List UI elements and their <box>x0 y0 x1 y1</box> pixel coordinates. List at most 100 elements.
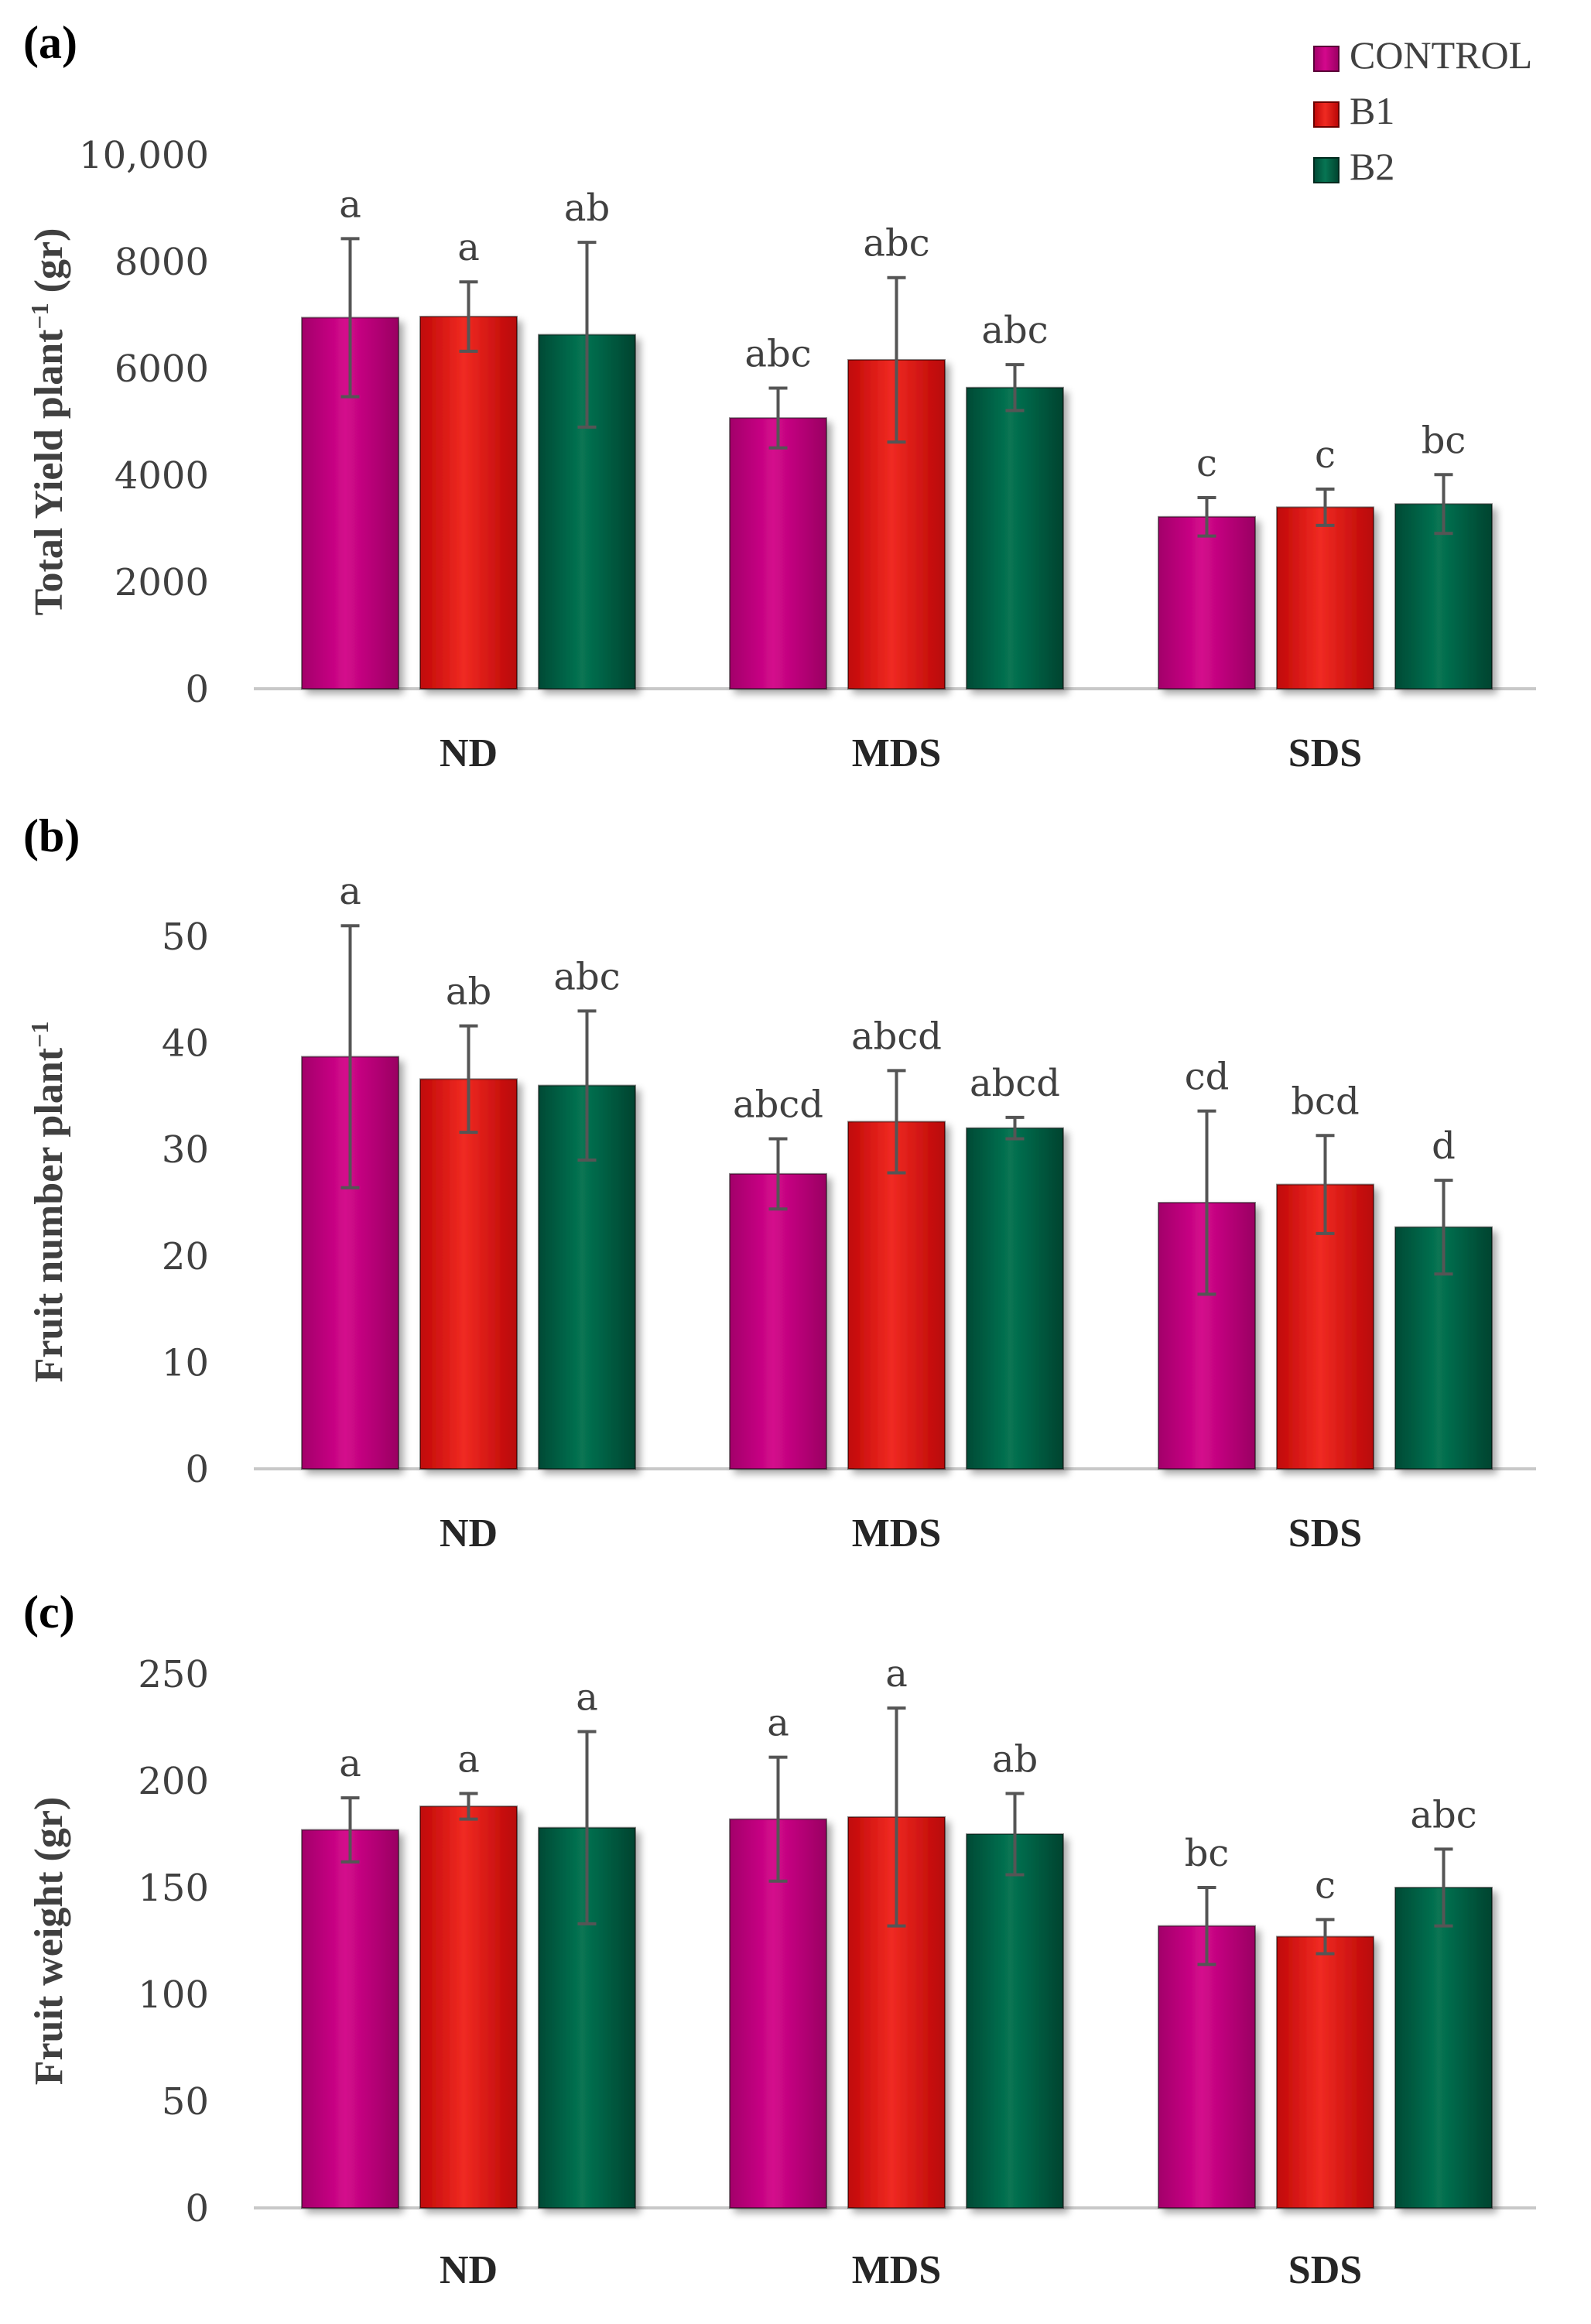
legend-item-b1: B1 <box>1313 89 1394 132</box>
category-label-mds: MDS <box>852 2248 942 2292</box>
bar-mds-b2 <box>966 1833 1064 2209</box>
significance-letter-sds-control: cd <box>1185 1056 1230 1099</box>
legend-label-control: CONTROL <box>1350 33 1532 77</box>
significance-letter-nd-b2: abc <box>553 955 620 998</box>
error-bar-mds-b1 <box>887 276 906 444</box>
error-bar-mds-b1 <box>887 1069 906 1175</box>
significance-letter-mds-b2: abcd <box>970 1062 1060 1105</box>
significance-letter-sds-b1: c <box>1315 433 1336 477</box>
y-tick-label: 250 <box>138 1653 209 1696</box>
category-label-sds: SDS <box>1288 1511 1362 1556</box>
error-bar-nd-b2 <box>577 241 597 429</box>
error-bar-nd-b1 <box>459 280 478 353</box>
significance-letter-sds-control: c <box>1196 442 1217 485</box>
y-tick-label: 200 <box>138 1760 209 1803</box>
error-bar-mds-b1 <box>887 1706 906 1928</box>
significance-letter-sds-b2: bc <box>1422 419 1466 462</box>
bar-nd-b1 <box>419 1805 518 2209</box>
significance-letter-nd-control: a <box>339 870 361 913</box>
legend-swatch-control <box>1313 46 1340 72</box>
error-bar-nd-b1 <box>459 1024 478 1135</box>
chart-panel-1: (a) 0 2000 4000 6000 8000 10,000 Total Yield pl… <box>23 17 1536 775</box>
legend-swatch-b2 <box>1313 157 1340 183</box>
chart-panel-2: (b) 0 10 20 30 40 50 Fruit number plant−1 a ab abc… <box>23 810 1536 1556</box>
y-tick-label: 0 <box>185 1448 209 1491</box>
y-tick-label: 0 <box>185 2187 209 2230</box>
bar-nd-b2 <box>538 1084 636 1470</box>
significance-letter-nd-b1: ab <box>446 970 491 1014</box>
bar-sds-control <box>1158 515 1256 690</box>
bar-sds-b1 <box>1276 1936 1374 2209</box>
y-axis-label: Fruit number plant−1 <box>26 1022 71 1383</box>
error-bar-mds-b2 <box>1005 1115 1025 1141</box>
significance-letter-nd-control: a <box>339 1742 361 1785</box>
error-bar-sds-b2 <box>1434 1179 1453 1276</box>
bar-nd-control <box>301 1829 399 2209</box>
significance-letter-mds-b1: abcd <box>851 1015 942 1058</box>
significance-letter-mds-b1: abc <box>863 222 929 265</box>
y-tick-label: 40 <box>162 1022 209 1066</box>
bar-mds-control <box>729 1172 827 1470</box>
error-bar-nd-b2 <box>577 1009 597 1162</box>
significance-letter-sds-b1: bcd <box>1291 1080 1359 1123</box>
y-tick-label: 2000 <box>115 561 209 604</box>
error-bar-nd-control <box>340 1796 360 1864</box>
y-tick-label: 50 <box>162 2080 209 2124</box>
bar-nd-b1 <box>419 316 518 690</box>
bar-sds-control <box>1158 1925 1256 2209</box>
error-bar-mds-control <box>768 386 788 450</box>
y-tick-label: 150 <box>138 1867 209 1910</box>
significance-letter-mds-b1: a <box>885 1652 908 1696</box>
error-bar-sds-b2 <box>1434 473 1453 536</box>
legend-item-control: CONTROL <box>1313 33 1532 77</box>
error-bar-sds-b1 <box>1316 1134 1335 1235</box>
significance-letter-nd-b2: a <box>576 1676 598 1720</box>
category-label-mds: MDS <box>852 731 942 775</box>
panel-label: (a) <box>23 17 77 68</box>
y-tick-label: 20 <box>162 1235 209 1278</box>
category-label-sds: SDS <box>1288 731 1362 775</box>
y-tick-label: 50 <box>162 916 209 959</box>
significance-letter-nd-control: a <box>339 183 361 226</box>
error-bar-sds-b2 <box>1434 1847 1453 1928</box>
y-tick-label: 30 <box>162 1128 209 1172</box>
significance-letter-mds-b2: abc <box>981 309 1048 352</box>
error-bar-nd-b2 <box>577 1730 597 1925</box>
significance-letter-mds-control: abcd <box>733 1083 823 1126</box>
error-bar-nd-control <box>340 237 360 399</box>
bar-sds-b1 <box>1276 506 1374 690</box>
error-bar-mds-control <box>768 1137 788 1211</box>
legend: CONTROL B1 B2 <box>1313 33 1532 188</box>
bar-nd-b1 <box>419 1078 518 1470</box>
y-tick-label: 4000 <box>115 454 209 498</box>
y-tick-label: 8000 <box>115 241 209 284</box>
error-bar-sds-b1 <box>1316 1918 1335 1956</box>
bar-sds-b2 <box>1394 1887 1493 2209</box>
y-tick-label: 0 <box>185 668 209 711</box>
panel-label: (c) <box>23 1586 75 1638</box>
significance-letter-nd-b1: a <box>457 226 480 269</box>
category-label-nd: ND <box>440 731 498 775</box>
y-tick-label: 10,000 <box>79 134 209 177</box>
chart-panel-3: (c) 0 50 100 150 200 250 Fruit weight (gr) a a a ND… <box>23 1586 1536 2292</box>
significance-letter-nd-b2: ab <box>564 187 610 230</box>
significance-letter-sds-control: bc <box>1185 1832 1230 1875</box>
significance-letter-mds-control: a <box>767 1702 789 1745</box>
legend-label-b1: B1 <box>1350 89 1394 132</box>
y-axis-label: Fruit weight (gr) <box>27 1797 71 2086</box>
legend-swatch-b1 <box>1313 101 1340 128</box>
error-bar-mds-control <box>768 1755 788 1883</box>
bar-mds-b1 <box>847 1121 946 1470</box>
significance-letter-sds-b1: c <box>1315 1864 1336 1907</box>
error-bar-sds-b1 <box>1316 487 1335 527</box>
category-label-nd: ND <box>440 1511 498 1556</box>
significance-letter-nd-b1: a <box>457 1738 480 1782</box>
y-axis-label: Total Yield plant−1 (gr) <box>26 228 71 616</box>
category-label-mds: MDS <box>852 1511 942 1556</box>
significance-letter-sds-b2: d <box>1432 1124 1456 1168</box>
error-bar-nd-control <box>340 924 360 1189</box>
bar-mds-b2 <box>966 386 1064 690</box>
significance-letter-sds-b2: abc <box>1410 1793 1476 1836</box>
y-tick-label: 6000 <box>115 347 209 391</box>
